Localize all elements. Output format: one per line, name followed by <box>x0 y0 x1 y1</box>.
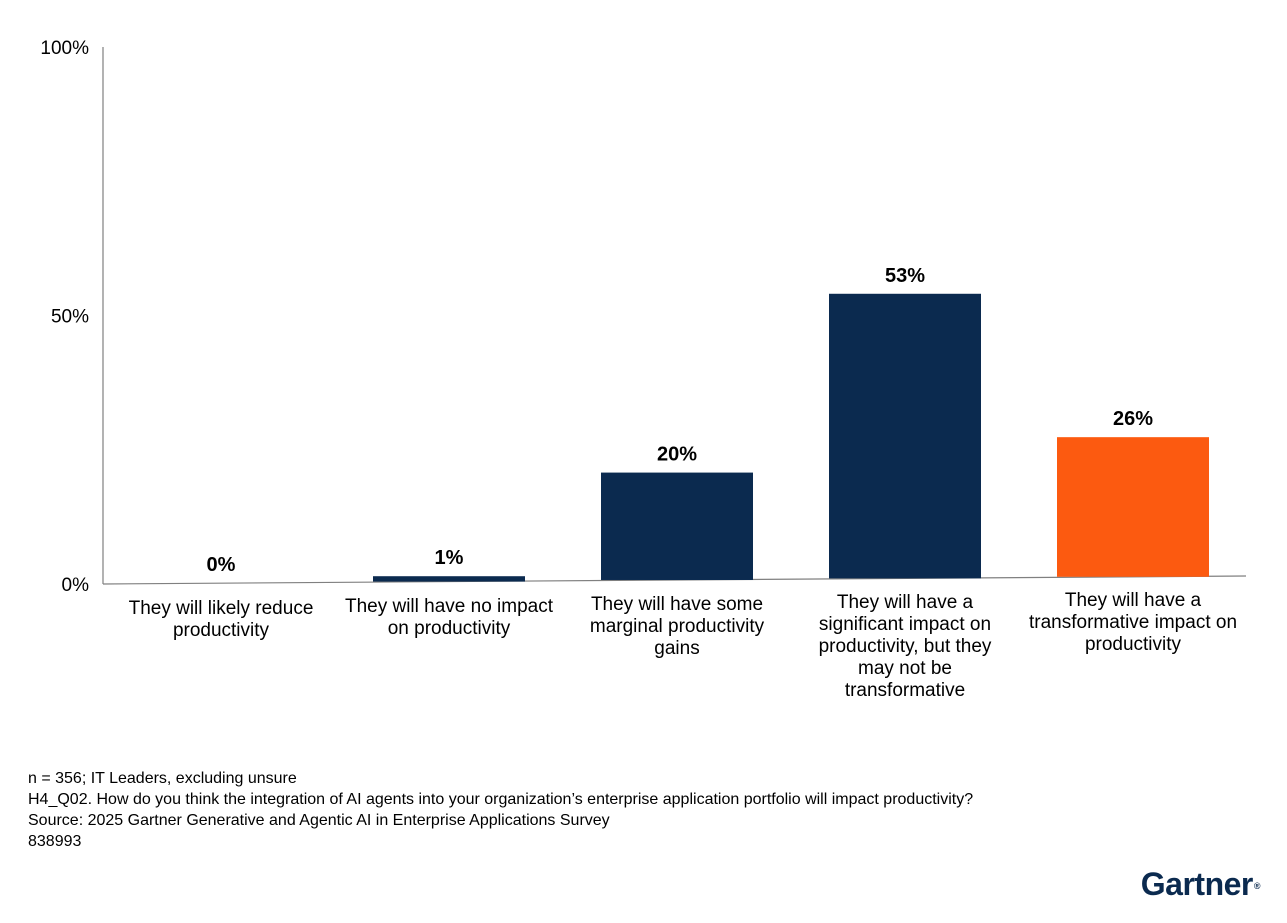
category-label-line: transformative impact on <box>1029 612 1237 633</box>
bar <box>601 472 753 580</box>
chart-axes <box>102 47 1247 585</box>
category-labels: They will likely reduce productivityThey … <box>129 590 1237 701</box>
chart-bars <box>373 293 1209 582</box>
category-label-line: They will have no impact <box>345 596 554 617</box>
y-axis-ticks: 0% 50% 100% <box>40 38 89 596</box>
category-label: They will have a transformative impact on… <box>1029 590 1237 655</box>
survey-question: H4_Q02. How do you think the integration… <box>28 791 974 808</box>
category-label-line: They will likely reduce <box>129 598 314 619</box>
bar <box>829 293 981 579</box>
category-label-line: gains <box>654 638 699 659</box>
bar <box>373 576 525 582</box>
gartner-logo: Gartner® <box>1140 866 1261 903</box>
category-label-line: They will have some <box>591 594 763 615</box>
category-label-line: They will have a <box>1065 590 1202 611</box>
source-note: Source: 2025 Gartner Generative and Agen… <box>28 812 610 829</box>
category-label: They will have a significant impact on pro… <box>819 592 992 701</box>
sample-note: n = 356; IT Leaders, excluding unsure <box>28 770 297 787</box>
y-tick-label: 0% <box>62 575 90 596</box>
value-label: 26% <box>1113 408 1153 430</box>
value-label: 1% <box>435 547 464 569</box>
value-label: 53% <box>885 265 925 287</box>
y-tick-label: 50% <box>51 307 89 328</box>
category-label-line: productivity, but they <box>819 636 992 657</box>
category-label: They will have some marginal productivity… <box>590 594 765 659</box>
category-label-line: transformative <box>845 680 965 701</box>
category-label-line: They will have a <box>837 592 974 613</box>
category-label: They will likely reduce productivity <box>129 598 314 641</box>
bar <box>1057 437 1209 577</box>
value-labels: 0% 1% 20% 53% 26% <box>207 265 1154 576</box>
chart-id: 838993 <box>28 833 82 850</box>
value-label: 0% <box>207 554 236 576</box>
category-label-line: productivity <box>1085 634 1182 655</box>
value-label: 20% <box>657 444 697 466</box>
category-label-line: on productivity <box>388 618 511 639</box>
x-axis-line <box>102 575 1247 585</box>
y-tick-label: 100% <box>40 38 89 59</box>
bar-chart: 0% 50% 100% 0% 1% 20% 53% 26% They will likely… <box>40 38 1247 701</box>
category-label-line: productivity <box>173 620 270 641</box>
registered-mark: ® <box>1253 881 1261 891</box>
category-label: They will have no impact on productivity <box>345 596 554 639</box>
chart-footnotes: n = 356; IT Leaders, excluding unsure H4… <box>28 768 973 852</box>
category-label-line: may not be <box>858 658 952 679</box>
logo-text: Gartner <box>1140 866 1254 902</box>
category-label-line: marginal productivity <box>590 616 765 637</box>
category-label-line: significant impact on <box>819 614 991 635</box>
